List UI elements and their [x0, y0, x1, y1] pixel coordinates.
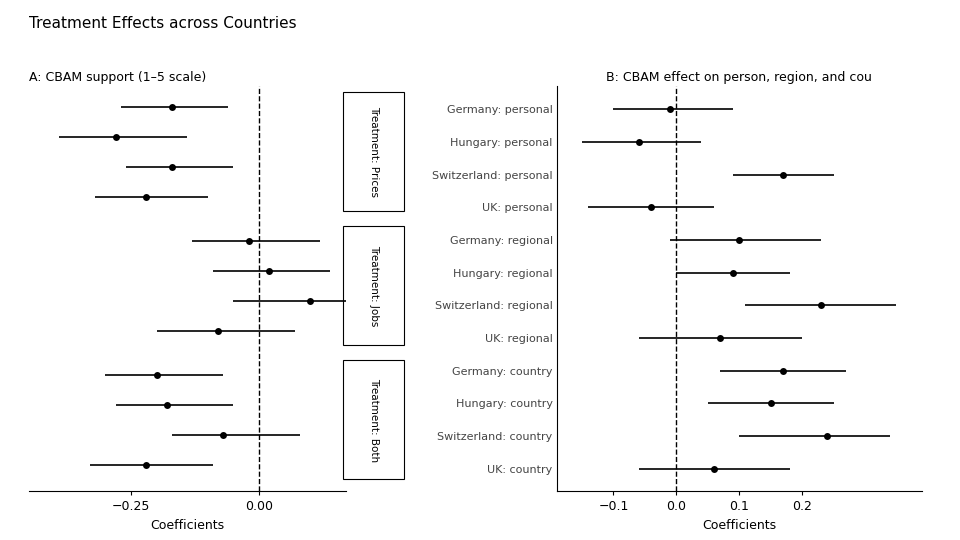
Bar	[343, 92, 404, 212]
Bar	[343, 226, 404, 346]
Text: Treatment: Both: Treatment: Both	[369, 378, 378, 462]
Text: Treatment Effects across Countries: Treatment Effects across Countries	[29, 16, 297, 31]
Text: A: CBAM support (1–5 scale): A: CBAM support (1–5 scale)	[29, 71, 206, 84]
Title: B: CBAM effect on person, region, and cou: B: CBAM effect on person, region, and co…	[607, 71, 872, 84]
Text: Treatment: Prices: Treatment: Prices	[369, 106, 378, 198]
Text: Treatment: Jobs: Treatment: Jobs	[369, 245, 378, 327]
X-axis label: Coefficients: Coefficients	[702, 519, 777, 532]
X-axis label: Coefficients: Coefficients	[150, 519, 225, 532]
Bar	[343, 360, 404, 480]
